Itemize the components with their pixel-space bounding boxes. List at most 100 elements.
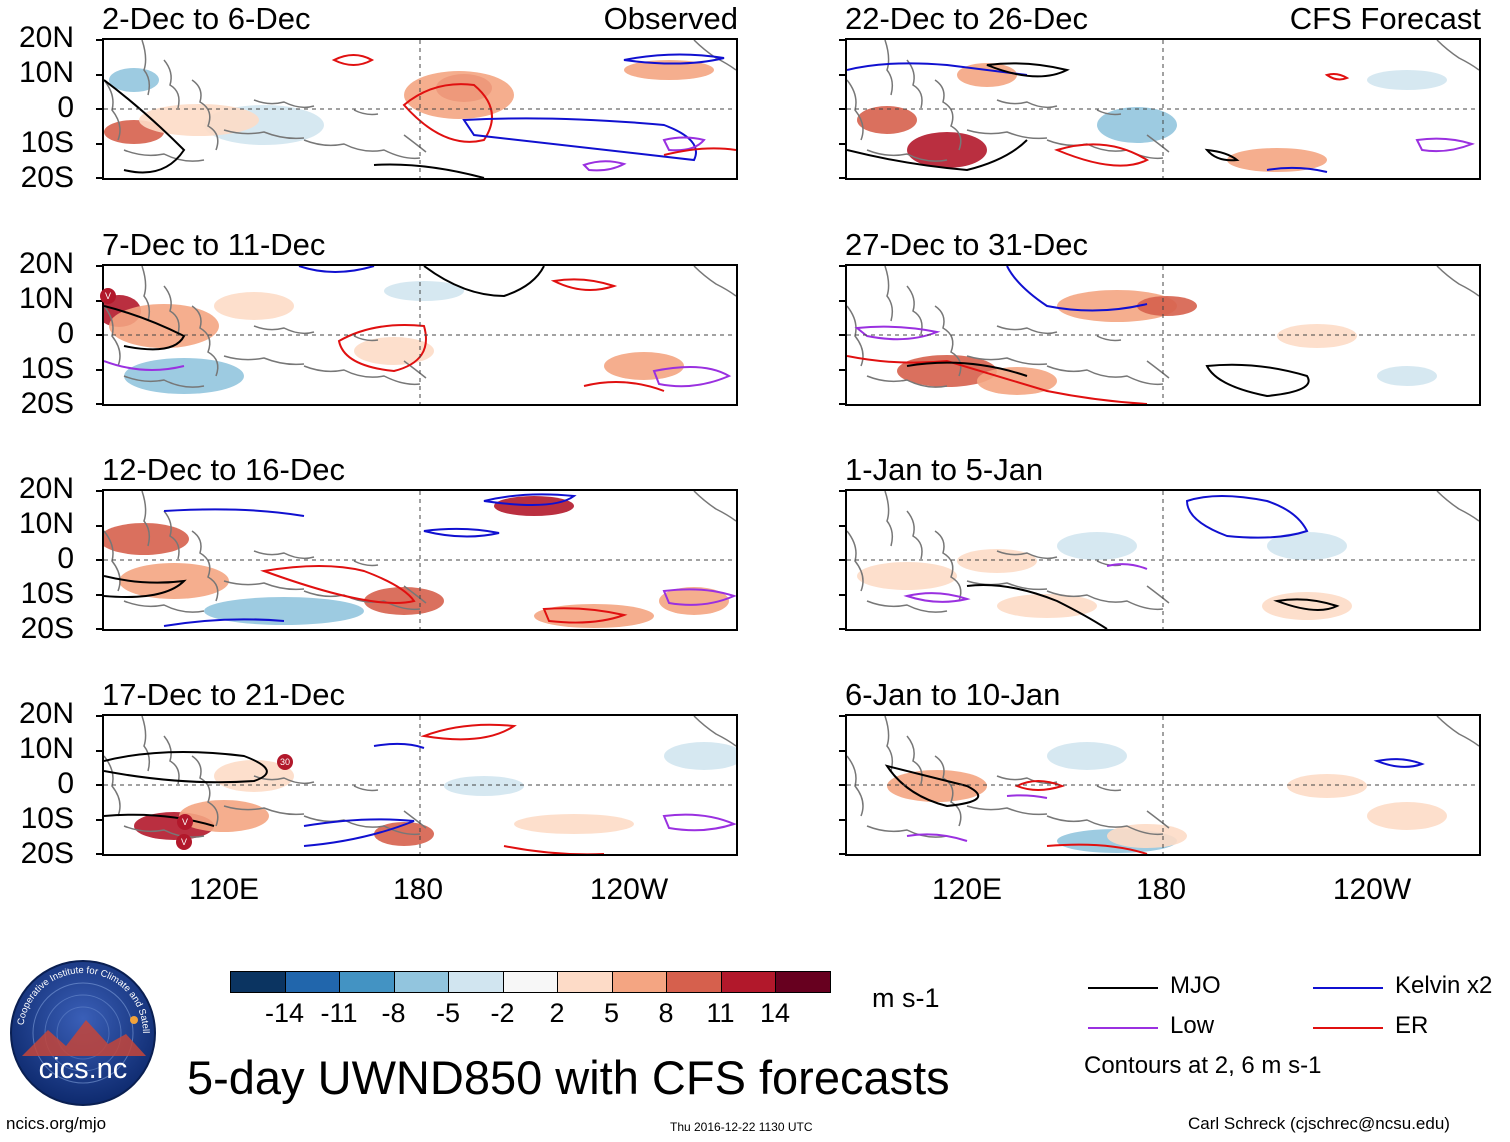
legend-label: Low [1170,1012,1215,1039]
wind-anomaly-shading [857,562,957,590]
coastline [1436,266,1479,297]
wave-contour [104,575,187,598]
panel-title: 22-Dec to 26-Dec [845,1,1088,36]
colorbar-tick-label: -8 [381,998,406,1028]
coastline [253,550,315,560]
panel-title: 6-Jan to 10-Jan [845,677,1061,712]
axis-tick [839,108,845,110]
axis-tick [96,628,102,630]
wave-contour [163,618,285,627]
coastline [223,580,305,591]
coastline [966,805,1048,816]
panel-title: 17-Dec to 21-Dec [102,677,345,712]
wind-anomaly-shading [659,587,729,615]
legend-line [1088,987,1158,989]
axis-tick [96,853,102,855]
wave-contour [623,53,725,65]
coastline [1146,810,1170,829]
lat-tick-label: 20S [20,161,74,194]
axis-tick [96,525,102,527]
coastline [403,360,427,379]
main-title: 5-day UWND850 with CFS forecasts [187,1051,950,1104]
colorbar-units: m s-1 [872,983,940,1013]
footer-url[interactable]: ncics.org/mjo [6,1114,107,1133]
wave-contour [402,83,493,143]
coastline [104,305,121,367]
coastline [123,825,205,838]
lat-tick-label: 0 [57,91,74,124]
wave-contour [303,818,415,847]
axis-tick [839,819,845,821]
axis-tick [839,143,845,145]
coastline [191,755,219,827]
wave-contour [663,147,736,156]
wave-contour [1373,758,1425,768]
wind-anomaly-shading [179,800,269,832]
coastline [906,510,923,560]
wave-contour [104,813,215,827]
wind-anomaly-shading [1277,324,1357,348]
coastline [906,285,923,335]
wave-contour [1204,148,1240,162]
map-panel [845,38,1481,180]
wind-anomaly-shading [139,104,259,136]
axis-tick [839,403,845,405]
wind-anomaly-shading [124,358,244,394]
wave-contour [1324,73,1350,81]
axis-tick [96,369,102,371]
wave-contour [854,325,941,341]
panel-title: 2-Dec to 6-Dec [102,1,311,36]
coastline [141,266,151,322]
lat-tick-label: 20N [18,697,74,730]
map-field [104,266,736,404]
wave-contour [298,266,375,273]
colorbar-swatch [448,971,504,993]
map-panel [102,264,738,406]
coastline [1046,590,1164,611]
logo-text: cics.nc [39,1053,128,1085]
lat-tick-label: 10N [18,56,74,89]
wind-anomaly-shading [604,352,684,380]
map-field [847,491,1479,629]
coastline [191,79,219,151]
panel-title: 12-Dec to 16-Dec [102,452,345,487]
lat-tick-label: 20S [20,612,74,645]
lon-tick-label: 120W [1332,873,1412,906]
coastline [1146,585,1170,604]
axis-tick [96,403,102,405]
colorbar-swatch [339,971,395,993]
coastline [1046,365,1164,386]
wind-anomaly-shading [104,523,189,555]
coastline [996,325,1058,335]
lat-tick-label: 10N [18,282,74,315]
coastline [847,305,864,367]
storm-marker-icon: V [176,834,192,850]
coastline [693,266,736,297]
coastline [403,585,427,604]
axis-tick [839,784,845,786]
lat-tick-label: 10S [20,126,74,159]
wind-anomaly-shading [1047,742,1127,770]
axis-tick [96,334,102,336]
map-panel [102,489,738,631]
axis-tick [96,784,102,786]
axis-tick [839,334,845,336]
wind-anomaly-shading [1137,296,1197,316]
axis-tick [839,74,845,76]
storm-marker-icon: V [177,814,193,830]
colorbar-swatch [230,971,286,993]
axis-tick [96,559,102,561]
wind-anomaly-shading [494,496,574,516]
wave-contour [1205,363,1310,398]
map-panel [845,264,1481,406]
coastline [866,149,948,162]
wave-contour [337,324,427,373]
colorbar-tick-label: 5 [603,998,620,1028]
lat-tick-label: 0 [57,317,74,350]
coastline [847,755,864,817]
wave-contour [503,845,604,854]
coastline [163,510,180,560]
coastline [966,580,1048,591]
storm-marker-icon: V [100,288,116,304]
wind-anomaly-shading [624,60,714,80]
